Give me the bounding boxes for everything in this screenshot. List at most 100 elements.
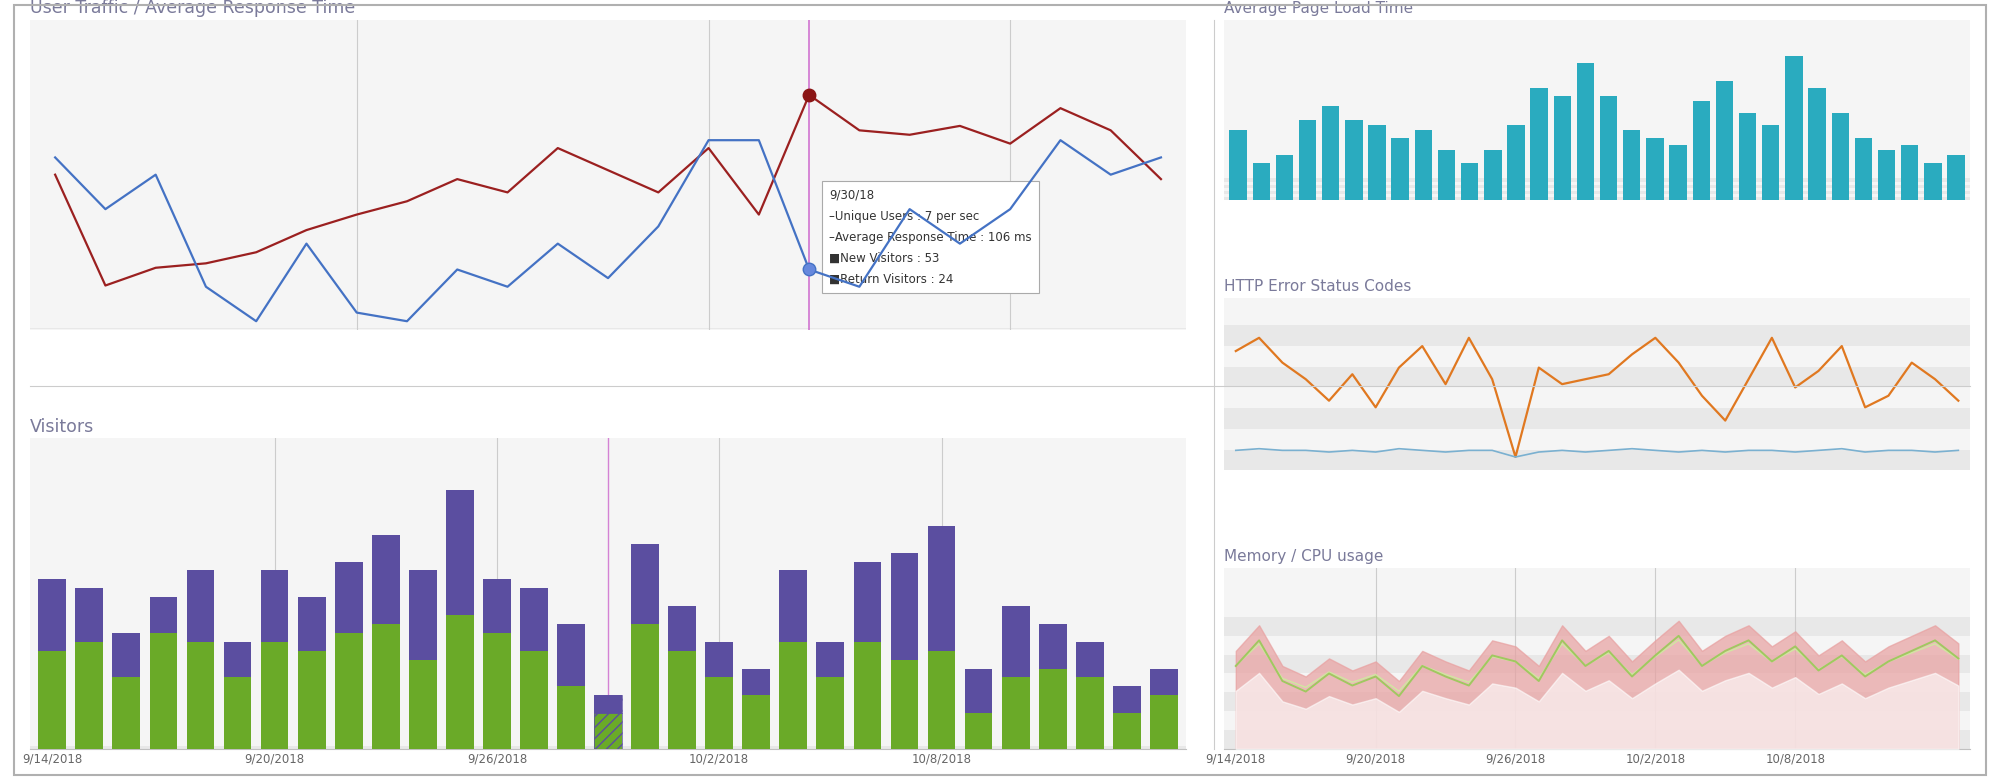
Bar <box>742 668 770 695</box>
Bar <box>1438 151 1456 200</box>
Bar <box>1230 130 1246 200</box>
Bar <box>1576 63 1594 200</box>
Bar <box>1224 182 1970 185</box>
Bar <box>1484 151 1502 200</box>
Bar <box>520 588 548 651</box>
Bar <box>1224 654 1970 673</box>
Bar <box>816 642 844 678</box>
Bar <box>520 651 548 749</box>
Bar <box>446 615 474 749</box>
Bar <box>854 642 882 749</box>
Bar <box>1670 145 1686 200</box>
Bar <box>224 678 252 749</box>
Bar <box>1224 730 1970 749</box>
Bar <box>1224 429 1970 449</box>
Bar <box>372 535 400 624</box>
Bar <box>742 695 770 749</box>
Bar <box>1924 163 1942 200</box>
Bar <box>1224 388 1970 408</box>
Bar <box>1224 197 1970 200</box>
Bar <box>1854 138 1872 200</box>
Bar <box>1224 367 1970 388</box>
Bar <box>112 678 140 749</box>
Bar <box>408 570 436 660</box>
Bar <box>1554 95 1572 200</box>
Bar <box>76 642 104 749</box>
Bar <box>1832 113 1848 200</box>
Bar <box>816 678 844 749</box>
Bar <box>890 552 918 660</box>
Bar <box>1224 673 1970 693</box>
Bar <box>1224 176 1970 179</box>
Bar <box>1902 145 1918 200</box>
Bar <box>1224 179 1970 182</box>
Bar <box>964 668 992 713</box>
Bar <box>1224 449 1970 470</box>
Bar <box>1224 325 1970 346</box>
Bar <box>150 633 178 749</box>
Text: Visitors: Visitors <box>30 417 94 435</box>
Bar <box>482 633 510 749</box>
Bar <box>1224 636 1970 654</box>
Bar <box>706 642 734 678</box>
Bar <box>1002 606 1030 678</box>
Bar <box>76 588 104 642</box>
Bar <box>632 624 658 749</box>
Bar <box>964 713 992 749</box>
Bar <box>632 544 658 624</box>
Bar <box>150 597 178 633</box>
Bar <box>1878 151 1896 200</box>
Bar <box>558 686 584 749</box>
Bar <box>1646 138 1664 200</box>
Bar <box>1224 617 1970 636</box>
Bar <box>1716 80 1734 200</box>
Bar <box>706 678 734 749</box>
Bar <box>260 570 288 642</box>
Bar <box>780 570 808 642</box>
Bar <box>1076 642 1104 678</box>
Text: 9/30/18
–Unique Users : 7 per sec
–Average Response Time : 106 ms
■New Visitors : 9/30/18 –Unique Users : 7 per sec –Avera… <box>830 189 1032 285</box>
Bar <box>1460 163 1478 200</box>
Bar <box>224 642 252 678</box>
Bar <box>1112 686 1140 713</box>
Bar <box>1150 695 1178 749</box>
Bar <box>1002 678 1030 749</box>
Bar <box>38 651 66 749</box>
Bar <box>186 570 214 642</box>
Bar <box>1252 163 1270 200</box>
Bar <box>1762 126 1780 200</box>
Bar <box>594 695 622 713</box>
Bar <box>1368 126 1386 200</box>
Bar <box>1738 113 1756 200</box>
Bar <box>1038 668 1066 749</box>
Bar <box>298 651 326 749</box>
Bar <box>112 633 140 678</box>
Bar <box>1224 185 1970 188</box>
Bar <box>1076 678 1104 749</box>
Bar <box>1224 598 1970 617</box>
Bar <box>1224 693 1970 711</box>
Bar <box>334 562 362 633</box>
Bar <box>1112 713 1140 749</box>
Bar <box>372 624 400 749</box>
Bar <box>1224 408 1970 429</box>
Bar <box>1392 138 1408 200</box>
Text: Memory / CPU usage: Memory / CPU usage <box>1224 549 1384 564</box>
Bar <box>1298 120 1316 200</box>
Bar <box>446 490 474 615</box>
Bar <box>1224 194 1970 197</box>
Bar <box>1600 95 1618 200</box>
Bar <box>1224 711 1970 730</box>
Bar <box>594 713 622 749</box>
Bar <box>558 624 584 686</box>
Text: User Traffic / Average Response Time: User Traffic / Average Response Time <box>30 0 356 16</box>
Bar <box>780 642 808 749</box>
Bar <box>260 642 288 749</box>
Bar <box>1624 130 1640 200</box>
Bar <box>1808 88 1826 200</box>
Text: Average Page Load Time: Average Page Load Time <box>1224 1 1414 16</box>
Bar <box>668 651 696 749</box>
Bar <box>1224 346 1970 367</box>
Bar <box>1276 155 1294 200</box>
Bar <box>38 580 66 651</box>
